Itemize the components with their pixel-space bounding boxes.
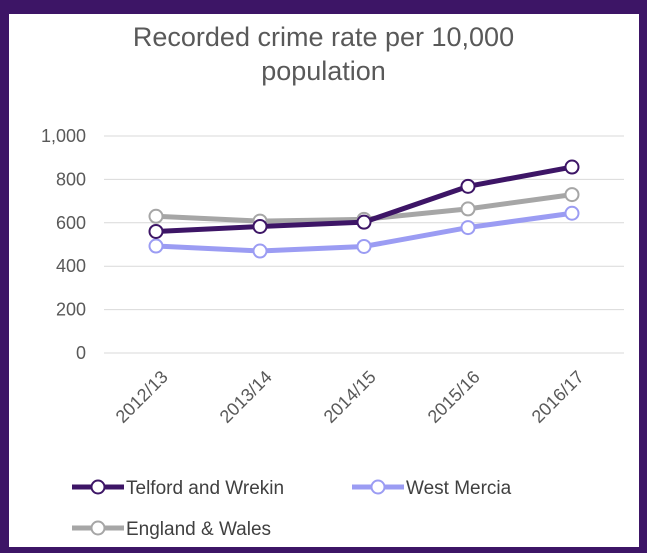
x-tick-label: 2015/16 [424,367,484,427]
chart-title-line-2: population [261,56,386,86]
series-west-mercia [148,205,580,259]
data-point [564,159,580,175]
data-point [564,205,580,221]
data-point [148,223,164,239]
legend-label: England & Wales [126,519,271,540]
data-point [252,218,268,234]
chart-title: Recorded crime rate per 10,000 populatio… [0,20,647,88]
y-tick-label: 200 [56,300,86,320]
legend-item: England & Wales [72,519,271,540]
legend-label: West Mercia [406,478,512,499]
data-point [356,214,372,230]
y-tick-label: 600 [56,213,86,233]
legend-swatch-marker [370,479,386,495]
legend-swatch-marker [90,479,106,495]
chart-panel [9,14,639,547]
y-tick-label: 1,000 [41,126,86,146]
series-telford-and-wrekin [148,159,580,239]
data-point [148,208,164,224]
data-point [252,243,268,259]
x-axis-ticks: 2012/13 2013/14 2014/15 2015/16 2016/17 [112,367,588,427]
gridlines [104,135,624,354]
data-point [460,220,476,236]
series-group [148,159,580,259]
data-point [564,187,580,203]
x-tick-label: 2013/14 [216,367,276,427]
x-tick-label: 2014/15 [320,367,380,427]
y-tick-label: 400 [56,256,86,276]
legend-item: Telford and Wrekin [72,478,284,499]
y-tick-label: 0 [76,343,86,363]
legend-swatch-marker [90,520,106,536]
legend: Telford and Wrekin West Mercia England & W… [72,478,512,540]
x-tick-label: 2016/17 [528,367,588,427]
x-tick-label: 2012/13 [112,367,172,427]
chart-title-line-1: Recorded crime rate per 10,000 [132,22,515,52]
data-point [460,201,476,217]
data-point [148,238,164,254]
y-tick-label: 800 [56,169,86,189]
data-point [356,238,372,254]
data-point [460,178,476,194]
legend-label: Telford and Wrekin [126,478,284,499]
legend-item: West Mercia [352,478,512,499]
y-axis-ticks: 0 200 400 600 800 1,000 [41,126,86,363]
